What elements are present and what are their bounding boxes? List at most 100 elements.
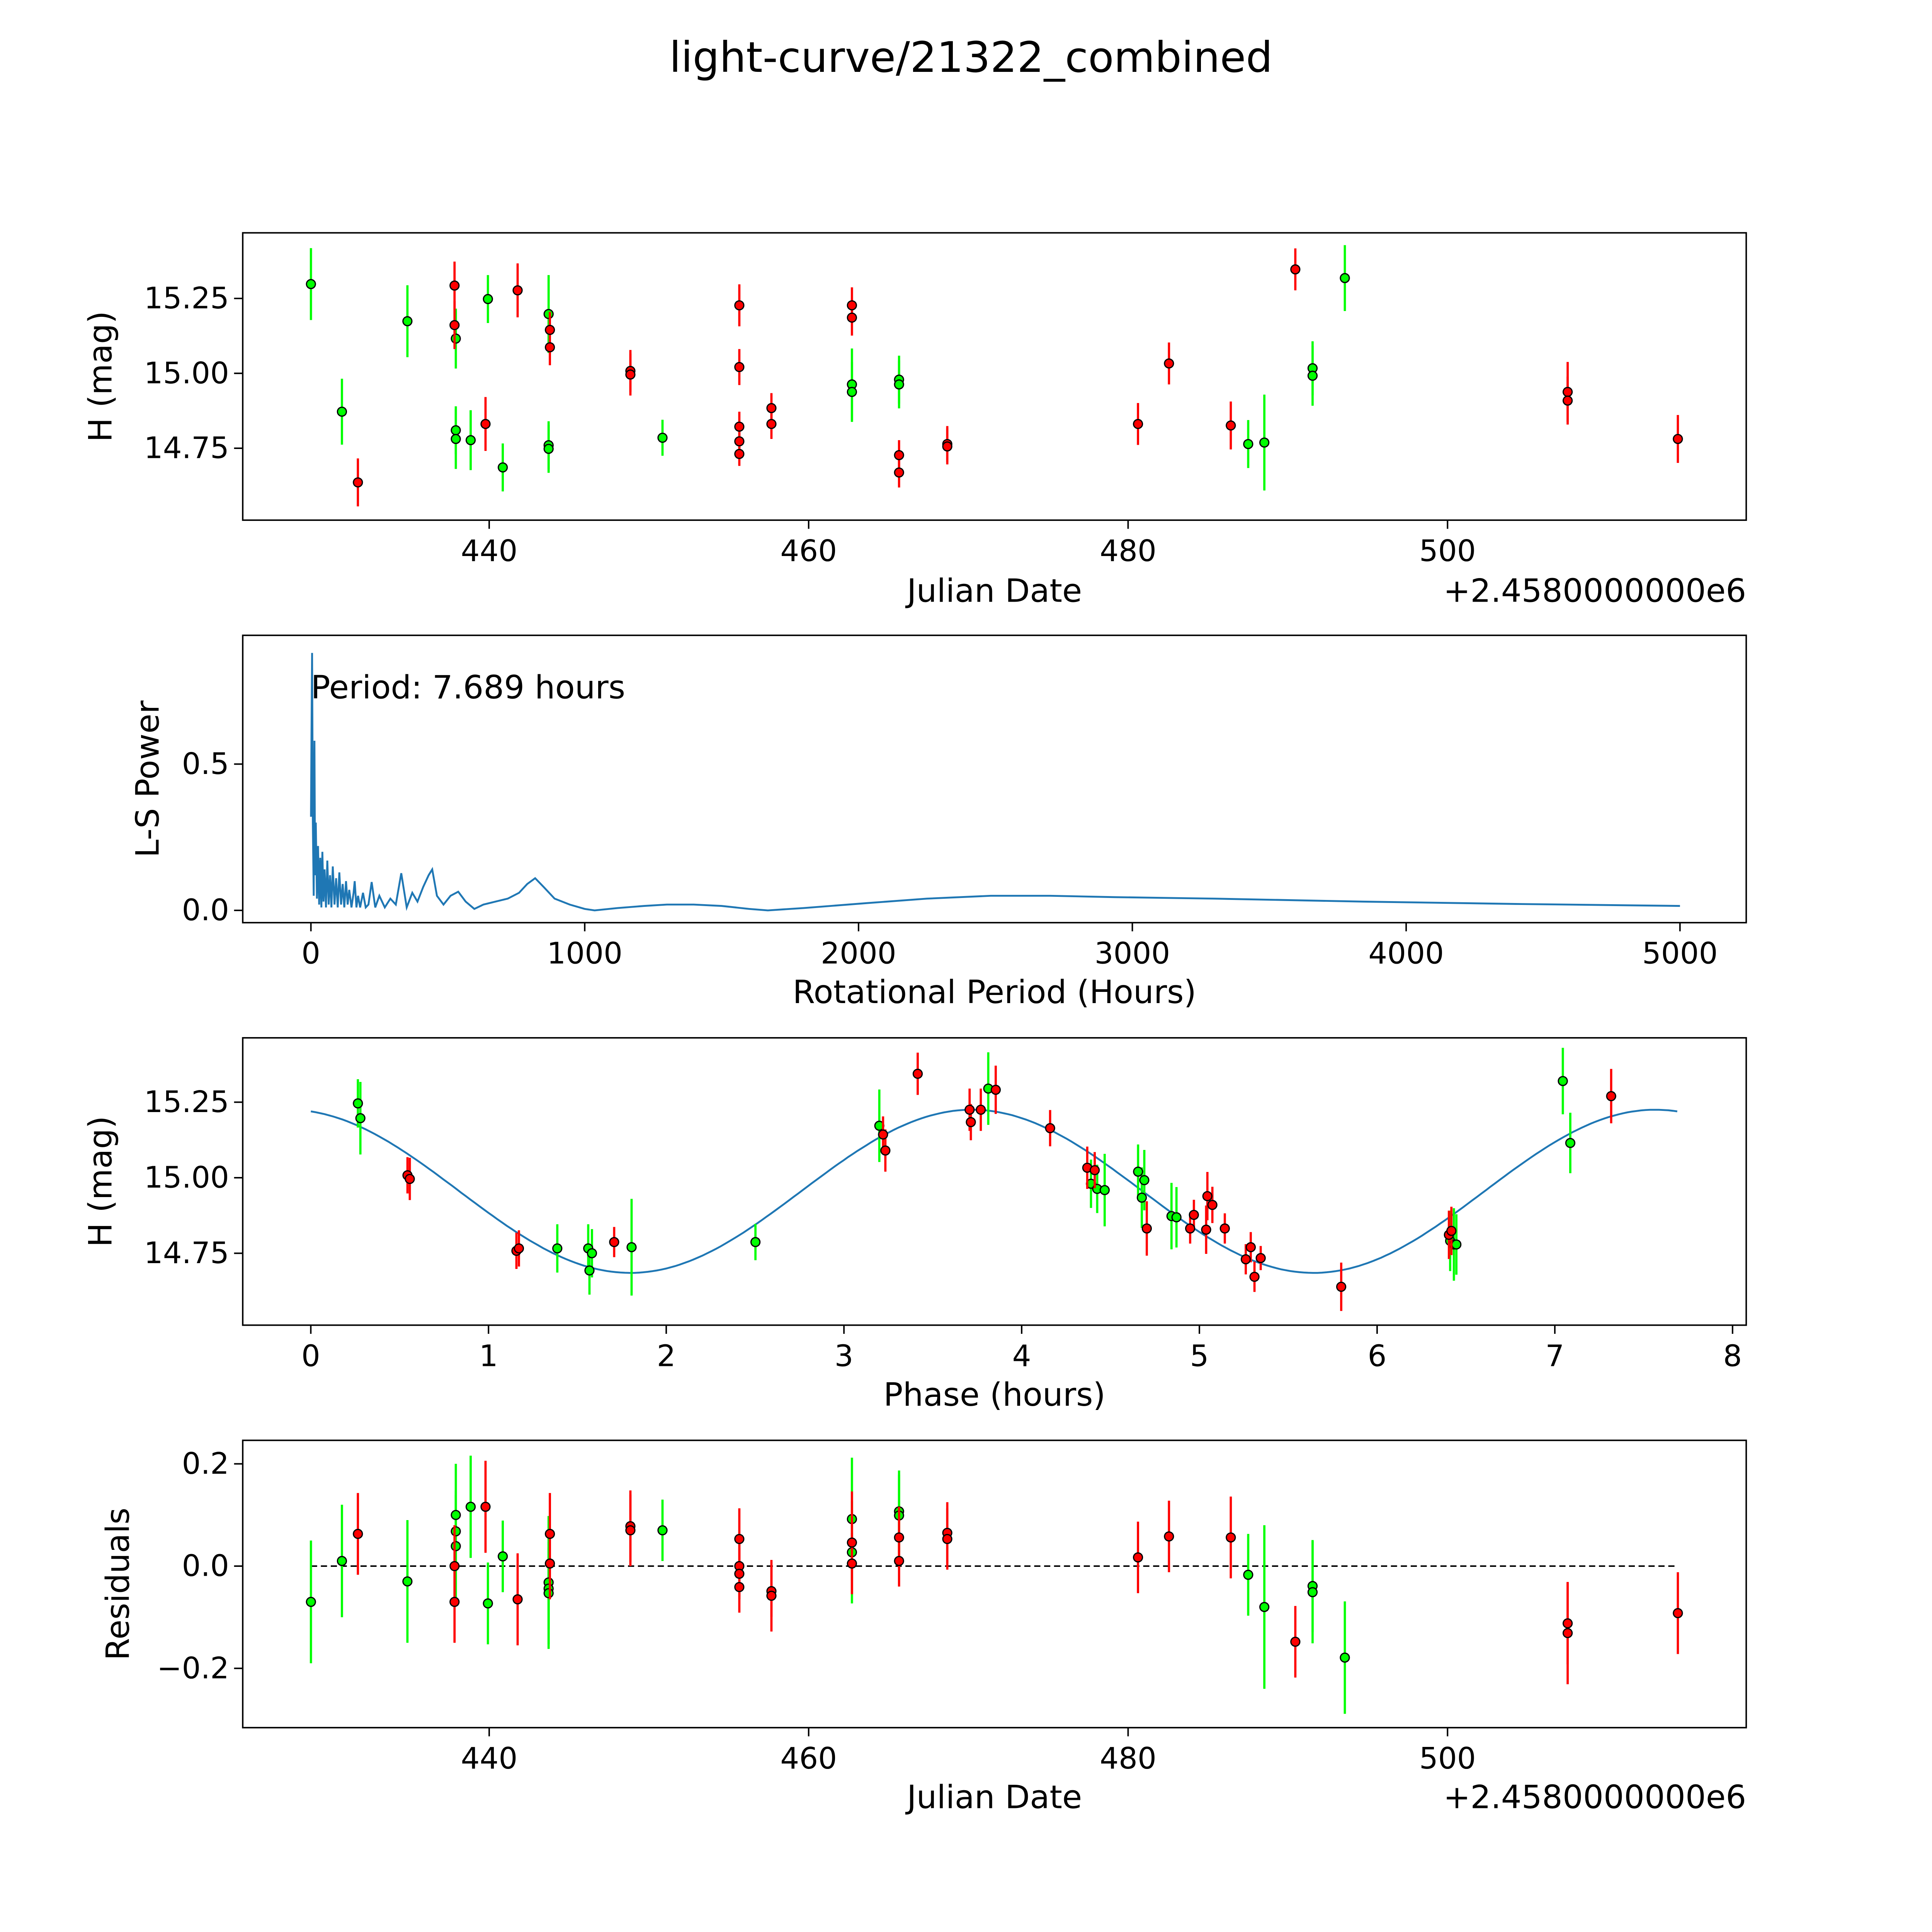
axes-frame	[242, 232, 1747, 521]
y-tick-label: 15.25	[144, 281, 229, 316]
green-data-point	[657, 1525, 668, 1536]
green-data-point	[1307, 371, 1318, 381]
green-data-point	[1340, 1652, 1350, 1663]
green-data-point	[1451, 1239, 1462, 1250]
green-data-point	[483, 1598, 493, 1609]
y-tick-label: 15.25	[144, 1085, 229, 1119]
red-data-point	[734, 422, 745, 432]
red-data-point	[1089, 1165, 1100, 1175]
red-data-point	[1673, 434, 1683, 444]
green-data-point	[306, 279, 316, 289]
x-tick-label: 8	[1723, 1339, 1742, 1373]
y-tick-label: 0.2	[182, 1447, 229, 1481]
y-tick-label: 0.0	[182, 893, 229, 928]
p0-offset-text: +2.4580000000e6	[1443, 572, 1746, 610]
green-data-point	[1565, 1138, 1576, 1148]
green-data-point	[1259, 437, 1270, 448]
x-tick-label: 2000	[821, 937, 896, 971]
green-data-point	[1243, 1570, 1253, 1580]
green-data-point	[1133, 1167, 1143, 1177]
red-data-point	[480, 419, 491, 429]
residuals-panel: 440 460 480 500 0.2 0.0 −0.2	[157, 1439, 1747, 1776]
red-data-point	[1219, 1223, 1230, 1234]
p3-offset-text: +2.4580000000e6	[1443, 1778, 1746, 1816]
red-data-point	[942, 441, 952, 452]
red-data-point	[449, 1561, 460, 1571]
light-curve-panel: 440 460 480 500 14.75 15.00 15.25	[144, 232, 1747, 568]
red-data-point	[1164, 1531, 1174, 1542]
green-data-point	[483, 294, 493, 304]
red-data-point	[353, 1529, 363, 1539]
green-data-point	[1139, 1175, 1150, 1185]
red-data-point	[1562, 1618, 1573, 1629]
red-data-point	[544, 342, 555, 352]
x-tick-label: 500	[1419, 1742, 1476, 1776]
red-data-point	[912, 1068, 923, 1079]
red-data-point	[512, 285, 523, 296]
x-tick-label: 460	[780, 1742, 837, 1776]
red-data-point	[1290, 264, 1301, 275]
red-data-point	[1202, 1191, 1213, 1201]
green-data-point	[657, 432, 668, 443]
green-data-point	[337, 406, 347, 417]
red-data-point	[942, 1534, 952, 1544]
red-data-point	[894, 1556, 904, 1566]
green-data-point	[451, 333, 461, 344]
red-data-point	[609, 1237, 619, 1247]
p0-ylabel: H (mag)	[82, 311, 119, 442]
red-data-point	[1240, 1254, 1251, 1265]
red-data-point	[894, 450, 904, 461]
x-tick-label: 460	[780, 534, 837, 568]
red-data-point	[1185, 1223, 1196, 1234]
red-data-point	[734, 1568, 745, 1579]
red-data-point	[766, 419, 777, 429]
phase-folded-panel: 0 1 2 3 4 5 6 7 8 14.75 15.00 15.25	[144, 1037, 1747, 1373]
red-data-point	[766, 403, 777, 413]
x-tick-label: 2	[657, 1339, 676, 1373]
red-data-point	[880, 1145, 891, 1156]
red-data-point	[1290, 1636, 1301, 1647]
p0-xlabel: Julian Date	[905, 572, 1082, 610]
axes-frame	[242, 1037, 1747, 1326]
x-tick-label: 0	[301, 937, 320, 971]
red-data-point	[625, 369, 636, 380]
green-data-point	[750, 1237, 761, 1247]
red-data-point	[449, 320, 460, 330]
red-data-point	[734, 362, 745, 372]
red-data-point	[449, 1597, 460, 1607]
red-data-point	[449, 280, 460, 291]
red-data-point	[544, 1558, 555, 1569]
red-data-point	[990, 1085, 1001, 1095]
green-data-point	[626, 1242, 637, 1252]
periodogram-panel: 0 1000 2000 3000 4000 5000 0.0 0.5	[182, 634, 1747, 971]
green-data-point	[1307, 1587, 1318, 1597]
red-data-point	[544, 1529, 555, 1539]
red-data-point	[1249, 1272, 1260, 1282]
red-data-point	[1133, 419, 1143, 429]
x-tick-label: 0	[301, 1339, 320, 1373]
red-data-point	[1226, 1532, 1236, 1543]
x-tick-label: 480	[1100, 1742, 1156, 1776]
red-data-point	[512, 1594, 523, 1605]
x-tick-label: 7	[1545, 1339, 1564, 1373]
red-data-point	[480, 1502, 491, 1512]
red-data-point	[1045, 1123, 1055, 1133]
green-data-point	[1136, 1192, 1147, 1203]
red-data-point	[878, 1129, 888, 1140]
green-data-point	[451, 1510, 461, 1520]
p1-ylabel: L-S Power	[129, 700, 166, 857]
figure-title: light-curve/21322_combined	[669, 33, 1272, 82]
red-data-point	[514, 1243, 524, 1254]
green-data-point	[498, 1551, 508, 1562]
red-data-point	[1207, 1200, 1218, 1210]
green-data-point	[353, 1098, 363, 1109]
red-data-point	[1245, 1242, 1256, 1252]
red-data-point	[1562, 395, 1573, 406]
red-data-point	[964, 1104, 975, 1115]
green-data-point	[847, 387, 857, 397]
red-data-point	[353, 477, 363, 488]
axes-frame	[242, 1439, 1747, 1729]
red-data-point	[625, 1525, 636, 1536]
